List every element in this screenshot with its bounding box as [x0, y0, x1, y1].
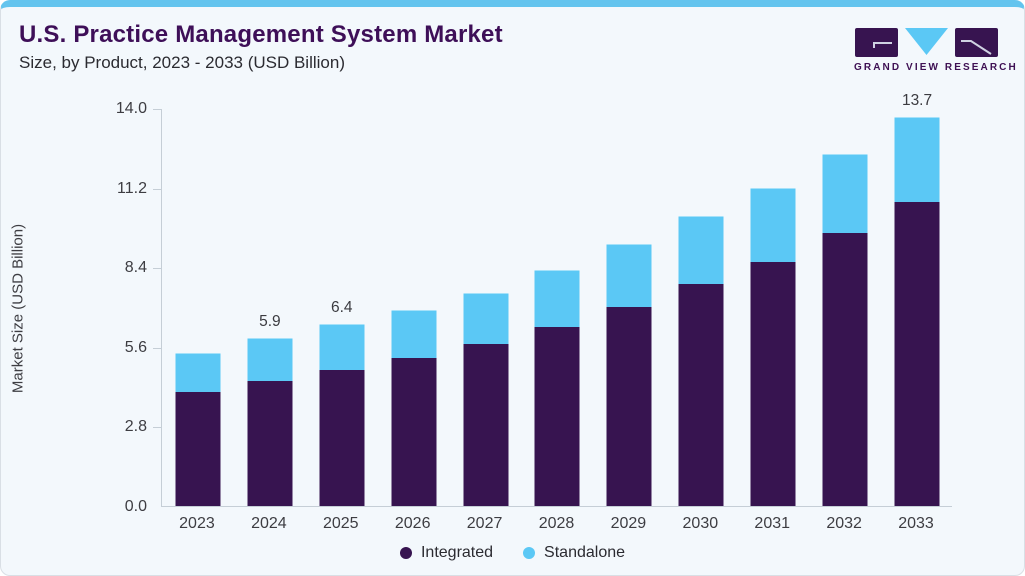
y-tick-mark — [153, 347, 161, 349]
x-tick-label-2029: 2029 — [610, 515, 647, 532]
bar-segment-standalone — [822, 153, 868, 234]
bar-slot-2033: 13.7 — [881, 92, 953, 506]
chart-legend: Integrated Standalone — [1, 544, 1024, 562]
x-tick-label-2030: 2030 — [682, 515, 719, 532]
legend-dot-icon — [399, 547, 412, 559]
x-tick-label-2028: 2028 — [538, 515, 575, 532]
y-tick-mark — [153, 268, 161, 270]
y-tick-label: 8.4 — [124, 259, 147, 277]
bar-segment-integrated — [678, 284, 724, 506]
brand-logo: GRAND VIEW RESEARCH — [854, 27, 1018, 73]
bar-slot-2032 — [809, 109, 881, 506]
page-title: U.S. Practice Management System Market — [19, 21, 503, 48]
x-tick-label-2026: 2026 — [394, 515, 431, 532]
bar-segment-standalone — [463, 292, 509, 344]
bar-slot-2029 — [593, 109, 665, 506]
bar-segment-integrated — [894, 201, 940, 506]
plot-area: 5.9 6.4 13.7 — [161, 92, 953, 507]
y-tick-label: 0.0 — [124, 498, 147, 515]
bar-slot-2031 — [737, 109, 809, 506]
bar-segment-standalone — [894, 116, 940, 202]
stacked-bar-2024 — [247, 338, 293, 506]
y-tick-label: 11.2 — [117, 179, 147, 197]
page-subtitle: Size, by Product, 2023 - 2033 (USD Billi… — [19, 53, 345, 72]
bar-segment-standalone — [319, 324, 365, 370]
brand-name: GRAND VIEW RESEARCH — [854, 62, 1018, 73]
bar-slot-2023 — [162, 109, 234, 506]
bar-slot-2028 — [522, 109, 594, 506]
stacked-bar-2030 — [678, 216, 724, 506]
stacked-bar-2031 — [750, 187, 796, 506]
bar-segment-standalone — [247, 338, 293, 381]
legend-item-integrated: Integrated — [399, 544, 494, 562]
y-axis-title: Market Size (USD Billion) — [9, 223, 27, 394]
x-tick-label-2024: 2024 — [251, 515, 287, 532]
stacked-bar-2028 — [534, 270, 580, 506]
stacked-bar-2025 — [319, 324, 365, 506]
stacked-bar-2026 — [391, 309, 437, 506]
stacked-bar-2029 — [606, 244, 652, 506]
bar-total-label: 13.7 — [901, 91, 933, 109]
y-tick-mark — [153, 109, 161, 110]
bar-slot-2024: 5.9 — [234, 109, 306, 506]
y-tick-label: 14.0 — [115, 100, 147, 117]
bar-total-label: 5.9 — [259, 313, 281, 331]
y-tick-label: 2.8 — [124, 418, 147, 436]
bar-segment-standalone — [175, 352, 221, 393]
stacked-bar-2033 — [894, 116, 940, 506]
y-tick-label: 5.6 — [124, 338, 147, 356]
x-tick-label-2027: 2027 — [466, 515, 503, 532]
stacked-bar-2023 — [175, 352, 221, 506]
y-tick-mark — [153, 427, 161, 429]
bar-segment-standalone — [534, 270, 580, 327]
bar-segment-integrated — [175, 392, 221, 506]
bar-slot-2030 — [665, 109, 737, 506]
bar-slot-2025: 6.4 — [306, 109, 378, 506]
bar-segment-standalone — [678, 216, 724, 285]
bar-segment-integrated — [534, 326, 580, 506]
x-tick-label-2032: 2032 — [826, 515, 862, 532]
bar-segment-standalone — [391, 309, 437, 359]
stacked-bar-2032 — [822, 153, 868, 506]
bar-slot-2026 — [378, 109, 450, 506]
bar-segment-integrated — [606, 307, 652, 506]
bar-segment-integrated — [319, 369, 365, 506]
bar-total-label: 6.4 — [330, 299, 353, 317]
x-tick-label-2023: 2023 — [179, 515, 215, 532]
legend-label: Integrated — [420, 544, 494, 561]
stacked-bar-2027 — [463, 292, 509, 506]
bar-segment-integrated — [391, 358, 437, 506]
bar-segment-integrated — [750, 261, 796, 506]
x-tick-label-2033: 2033 — [898, 515, 934, 532]
legend-dot-icon — [523, 547, 536, 559]
bar-segment-standalone — [750, 187, 796, 262]
legend-label: Standalone — [544, 544, 626, 561]
bar-segment-standalone — [606, 244, 652, 307]
legend-item-standalone: Standalone — [523, 544, 625, 562]
bar-slot-2027 — [450, 109, 522, 506]
chart-header: U.S. Practice Management System Market S… — [19, 21, 503, 73]
bar-segment-integrated — [463, 343, 509, 506]
gvr-logo-icon — [855, 28, 998, 57]
bar-segment-integrated — [247, 380, 293, 506]
y-tick-mark — [153, 188, 161, 190]
x-tick-label-2031: 2031 — [754, 515, 791, 532]
bar-segment-integrated — [822, 233, 868, 506]
x-tick-label-2025: 2025 — [322, 515, 359, 532]
